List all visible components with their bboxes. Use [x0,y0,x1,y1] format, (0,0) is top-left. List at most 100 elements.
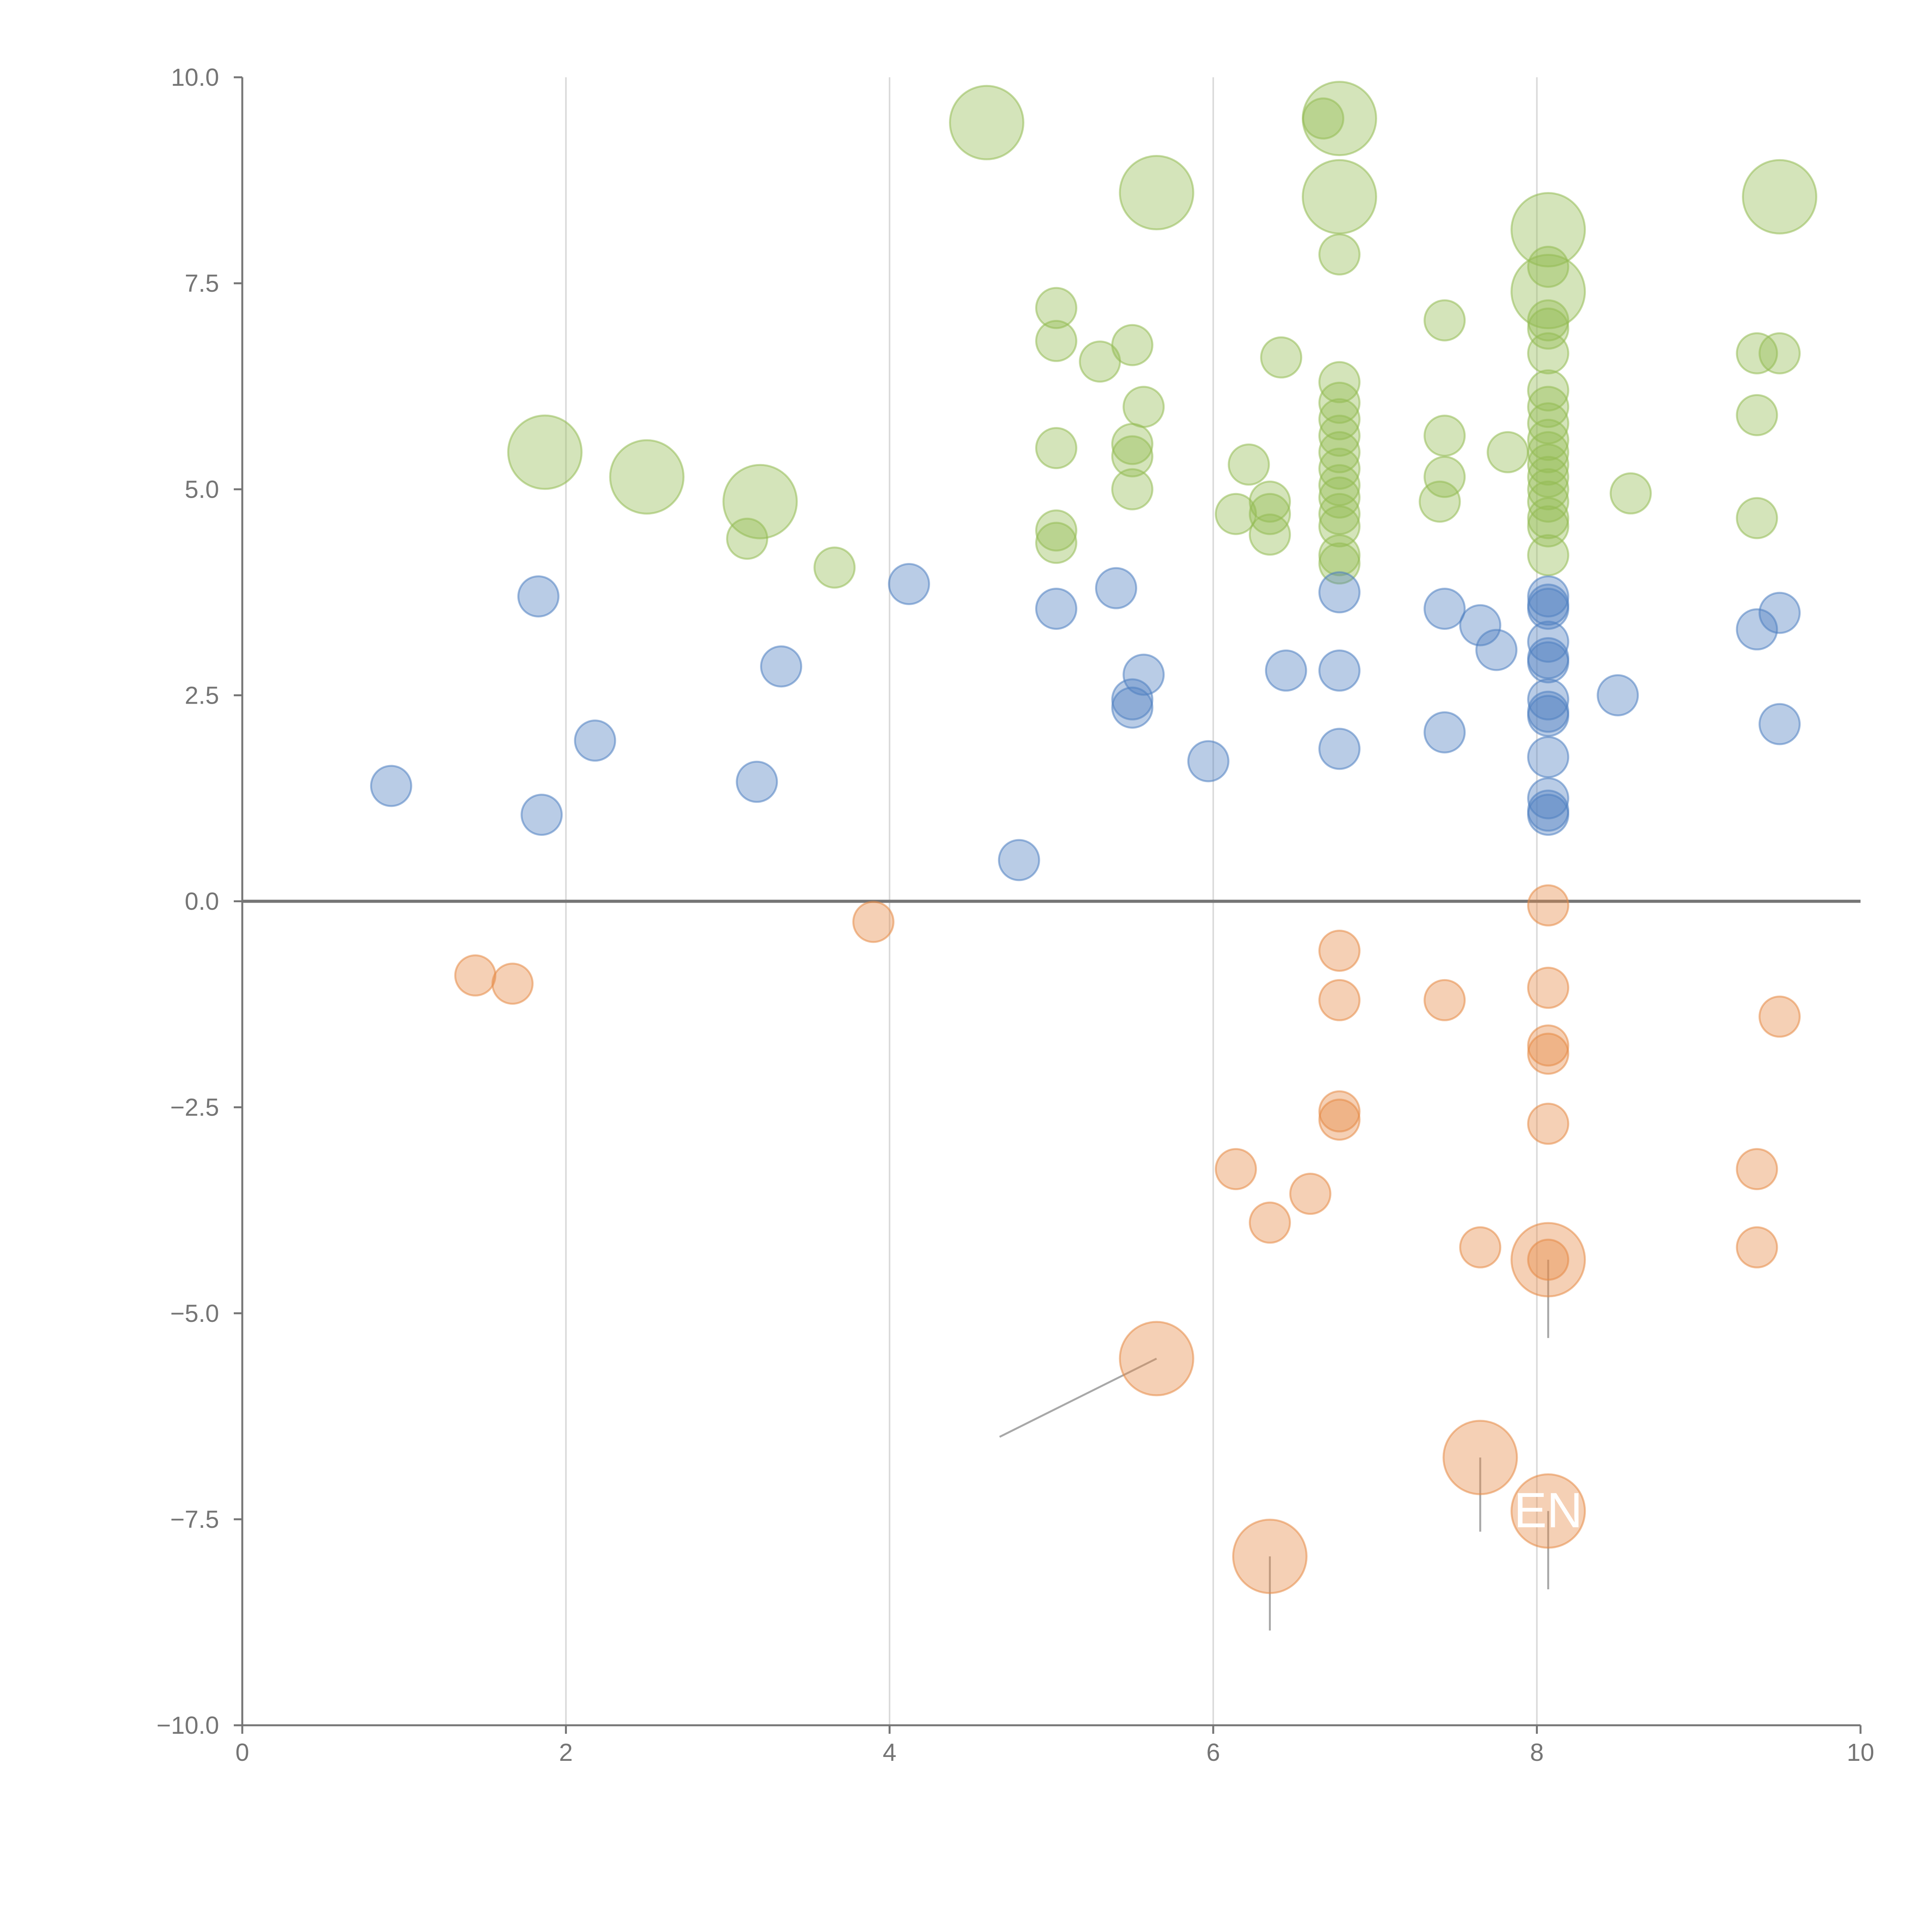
point-positive-high [1318,381,1361,424]
point-positive-high [1527,534,1570,577]
point-negative [1318,979,1361,1021]
point-positive-high [1742,159,1818,235]
point-positive-high [1527,402,1570,445]
point-positive-high [1228,443,1270,486]
point-negative [1442,1420,1518,1495]
point-positive-low [520,794,563,836]
point-negative [1119,1321,1194,1396]
point-positive-low [1527,794,1570,836]
point-positive-low [1111,686,1153,729]
point-positive-high [1527,505,1570,548]
point-positive-low [1095,567,1138,609]
point-positive-high [1302,97,1345,140]
point-positive-high [1318,505,1361,548]
point-positive-high [1260,336,1303,379]
point-positive-high [1527,431,1570,473]
point-positive-high [1214,493,1257,535]
point-positive-high [1486,431,1529,473]
point-negative [1736,1148,1778,1190]
point-positive-high [1318,542,1361,585]
point-positive-low [1423,587,1466,630]
point-positive-low [517,575,560,617]
point-positive-low [1736,608,1778,651]
point-negative [1527,884,1570,927]
point-positive-low [998,839,1040,881]
x-tick-label: 10 [1847,1738,1874,1766]
point-positive-high [1111,423,1153,465]
point-positive-high [1510,192,1586,268]
point-positive-high [1423,299,1466,342]
point-positive-high [1423,415,1466,457]
point-positive-low [1759,592,1801,634]
point-positive-high [1111,468,1153,510]
point-positive-high [1318,415,1361,457]
point-positive-high [1318,464,1361,507]
point-negative [1510,1473,1586,1549]
leader-line [999,1357,1157,1438]
point-positive-high [1035,522,1078,564]
x-tick-label: 4 [883,1738,896,1766]
point-positive-high [1736,394,1778,436]
x-tick-label: 6 [1206,1738,1220,1766]
point-positive-high [1248,480,1291,523]
point-positive-high [507,414,583,490]
point-positive-low [1527,641,1570,684]
y-tick-label: −2.5 [170,1094,219,1121]
point-positive-high [1318,398,1361,440]
point-negative [1527,966,1570,1009]
point-positive-high [1318,431,1361,473]
data-points [370,81,1818,1594]
x-tick-label: 2 [559,1738,573,1766]
point-positive-high [1527,386,1570,428]
point-positive-low [1459,604,1502,646]
data-labels: EN [1514,1483,1583,1538]
point-positive-low [1265,649,1307,692]
point-positive-low [1035,587,1078,630]
y-tick-label: 2.5 [185,681,219,709]
point-positive-low [1527,678,1570,721]
point-positive-high [1527,456,1570,498]
data-label-en: EN [1514,1483,1583,1538]
point-negative [1759,995,1801,1038]
point-positive-high [1527,245,1570,288]
point-negative [1527,1032,1570,1075]
point-negative [491,963,534,1005]
point-positive-low [574,719,616,762]
point-positive-low [1527,777,1570,820]
point-positive-high [1035,427,1078,469]
point-negative [1248,1201,1291,1244]
point-positive-high [1119,155,1194,231]
point-positive-low [1475,629,1518,671]
point-positive-high [1248,514,1291,556]
point-negative [1510,1222,1586,1298]
point-positive-high [1527,332,1570,374]
y-tick-label: 7.5 [185,269,219,297]
point-positive-high [1527,468,1570,510]
point-positive-high [1736,497,1778,539]
point-positive-low [1527,587,1570,630]
y-tick-label: −7.5 [170,1505,219,1533]
point-positive-high [1418,480,1461,523]
point-negative [1318,1099,1361,1141]
point-positive-high [1035,320,1078,362]
point-positive-high [1318,476,1361,519]
point-negative [1214,1148,1257,1190]
point-negative [1527,1102,1570,1145]
y-tick-label: −5.0 [170,1299,219,1327]
point-negative [1527,1238,1570,1281]
point-negative [852,901,895,943]
point-positive-high [1759,332,1801,374]
point-positive-low [1423,711,1466,753]
point-positive-high [1318,447,1361,490]
point-negative [1318,929,1361,972]
point-positive-low [1597,674,1639,716]
y-tick-label: 10.0 [171,63,219,91]
point-positive-low [1318,571,1361,614]
point-positive-high [1527,418,1570,461]
x-tick-label: 8 [1530,1738,1544,1766]
point-positive-high [1111,324,1153,366]
point-positive-high [1111,435,1153,478]
y-tick-label: 5.0 [185,475,219,503]
point-positive-high [1301,159,1377,235]
